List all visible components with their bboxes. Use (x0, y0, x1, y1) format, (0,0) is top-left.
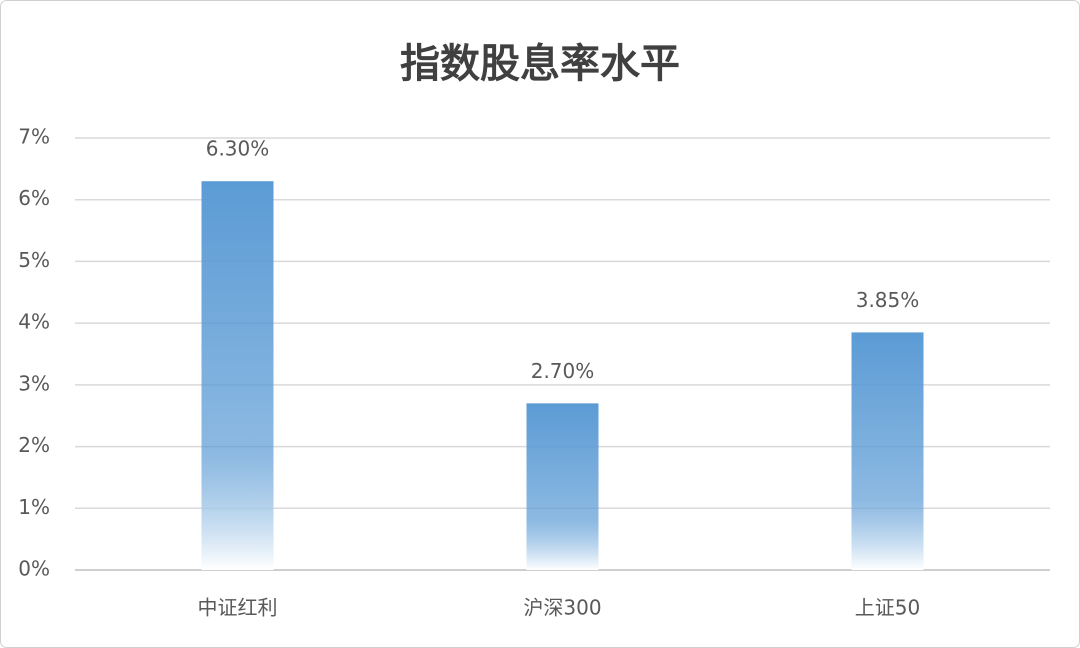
chart-title: 指数股息率水平 (400, 41, 680, 87)
y-tick-label: 7% (18, 125, 50, 149)
value-label: 6.30% (206, 137, 270, 161)
y-tick-label: 5% (18, 248, 50, 272)
x-tick-label: 中证红利 (198, 596, 278, 620)
bar (201, 181, 274, 570)
bar (526, 403, 599, 570)
y-tick-label: 4% (18, 310, 50, 334)
x-tick-label: 上证50 (855, 596, 920, 620)
y-tick-label: 1% (18, 495, 50, 519)
y-tick-label: 2% (18, 433, 50, 457)
y-tick-label: 6% (18, 186, 50, 210)
y-tick-label: 0% (18, 557, 50, 581)
value-label: 3.85% (856, 288, 920, 312)
bar (851, 332, 924, 570)
value-label: 2.70% (531, 359, 595, 383)
x-tick-label: 沪深300 (523, 596, 601, 620)
y-tick-label: 3% (18, 371, 50, 395)
